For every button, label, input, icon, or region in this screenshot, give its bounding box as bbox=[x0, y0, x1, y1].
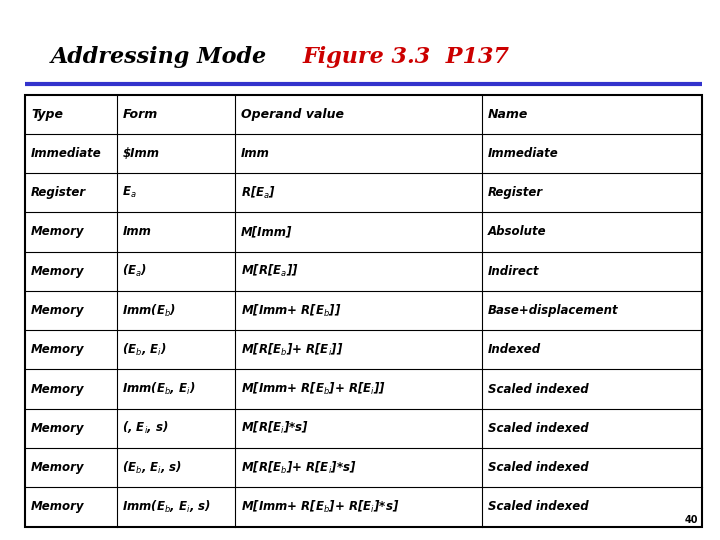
Text: M[R[E$_b$]+ R[E$_i$]*s]: M[R[E$_b$]+ R[E$_i$]*s] bbox=[240, 460, 356, 476]
Text: Memory: Memory bbox=[31, 226, 84, 239]
Text: Scaled indexed: Scaled indexed bbox=[488, 461, 588, 474]
Text: (E$_b$, E$_i$, s): (E$_b$, E$_i$, s) bbox=[122, 460, 183, 476]
Text: (E$_a$): (E$_a$) bbox=[122, 263, 148, 279]
Text: $Imm: $Imm bbox=[122, 147, 159, 160]
Text: Form: Form bbox=[122, 107, 158, 120]
Text: Memory: Memory bbox=[31, 265, 84, 278]
Text: Scaled indexed: Scaled indexed bbox=[488, 382, 588, 395]
Text: Scaled indexed: Scaled indexed bbox=[488, 501, 588, 514]
Text: Register: Register bbox=[488, 186, 543, 199]
Text: Operand value: Operand value bbox=[240, 107, 343, 120]
Text: Indexed: Indexed bbox=[488, 343, 541, 356]
Text: M[Imm+ R[E$_b$]+ R[E$_i$]]: M[Imm+ R[E$_b$]+ R[E$_i$]] bbox=[240, 381, 386, 397]
Text: Imm: Imm bbox=[240, 147, 270, 160]
Text: (E$_b$, E$_i$): (E$_b$, E$_i$) bbox=[122, 342, 167, 358]
Text: Memory: Memory bbox=[31, 501, 84, 514]
Text: Register: Register bbox=[31, 186, 86, 199]
Text: Immediate: Immediate bbox=[488, 147, 559, 160]
Text: Imm(E$_b$): Imm(E$_b$) bbox=[122, 302, 176, 319]
Text: Memory: Memory bbox=[31, 422, 84, 435]
Text: E$_a$: E$_a$ bbox=[122, 185, 137, 200]
Text: Immediate: Immediate bbox=[31, 147, 102, 160]
Text: Memory: Memory bbox=[31, 304, 84, 317]
Text: M[R[E$_b$]+ R[E$_i$]]: M[R[E$_b$]+ R[E$_i$]] bbox=[240, 342, 343, 358]
Text: M[R[E$_a$]]: M[R[E$_a$]] bbox=[240, 263, 298, 279]
Text: Type: Type bbox=[31, 107, 63, 120]
Text: Imm(E$_b$, E$_i$, s): Imm(E$_b$, E$_i$, s) bbox=[122, 499, 212, 515]
Text: Base+displacement: Base+displacement bbox=[488, 304, 618, 317]
Text: Memory: Memory bbox=[31, 343, 84, 356]
Text: Name: Name bbox=[488, 107, 528, 120]
Text: Indirect: Indirect bbox=[488, 265, 539, 278]
Text: Memory: Memory bbox=[31, 461, 84, 474]
Text: M[Imm]: M[Imm] bbox=[240, 226, 292, 239]
Bar bbox=[25, 94, 702, 526]
Text: 40: 40 bbox=[685, 515, 698, 525]
Text: Figure 3.3  P137: Figure 3.3 P137 bbox=[302, 46, 510, 68]
Text: M[Imm+ R[E$_b$]+ R[E$_i$]*s]: M[Imm+ R[E$_b$]+ R[E$_i$]*s] bbox=[240, 499, 399, 515]
Text: M[Imm+ R[E$_b$]]: M[Imm+ R[E$_b$]] bbox=[240, 302, 341, 319]
Text: Addressing Mode: Addressing Mode bbox=[50, 46, 266, 68]
Text: R[E$_a$]: R[E$_a$] bbox=[240, 185, 276, 201]
Text: Scaled indexed: Scaled indexed bbox=[488, 422, 588, 435]
Text: M[R[E$_i$]*s]: M[R[E$_i$]*s] bbox=[240, 420, 309, 436]
Text: Imm: Imm bbox=[122, 226, 151, 239]
Text: (, E$_i$, s): (, E$_i$, s) bbox=[122, 420, 169, 436]
Text: Memory: Memory bbox=[31, 382, 84, 395]
Text: Imm(E$_b$, E$_i$): Imm(E$_b$, E$_i$) bbox=[122, 381, 196, 397]
Text: Absolute: Absolute bbox=[488, 226, 546, 239]
